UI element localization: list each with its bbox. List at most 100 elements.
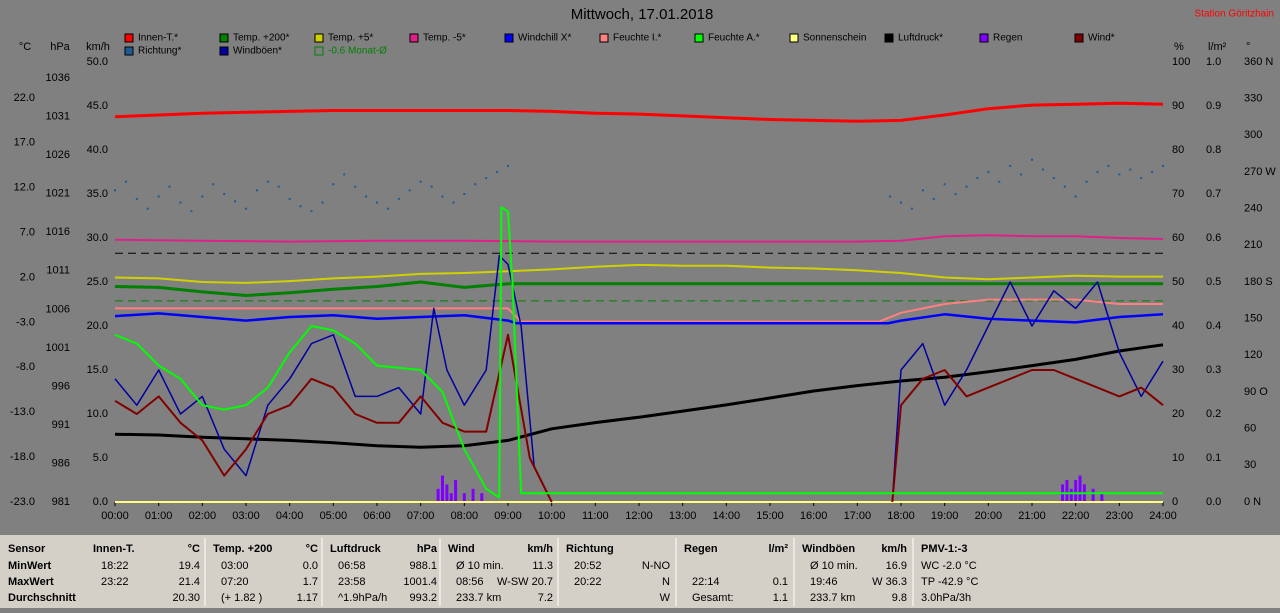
table-cell: 22:14	[692, 576, 720, 588]
table-cell: 19:46	[810, 576, 838, 588]
x-tick-label: 10:00	[538, 510, 566, 522]
x-tick-label: 15:00	[756, 510, 784, 522]
axis-unit: l/m²	[1208, 41, 1227, 53]
rain-bar	[1065, 480, 1069, 502]
legend-label: Temp. -5*	[423, 33, 466, 44]
y-tick-label: 50.0	[87, 56, 108, 68]
direction-dot	[474, 183, 477, 186]
legend-swatch	[599, 33, 609, 43]
table-cell: Ø 10 min.	[810, 560, 858, 572]
x-tick-label: 11:00	[582, 510, 609, 522]
direction-dot	[496, 171, 499, 173]
table-cell: 3.0hPa/3h	[921, 592, 971, 604]
group-title: Luftdruck	[330, 543, 382, 555]
y-tick-label: 1001	[46, 342, 70, 354]
rain-bar	[471, 488, 475, 502]
rain-bar	[1100, 493, 1104, 502]
table-cell: 19.4	[179, 560, 200, 572]
table-cell: Ø 10 min.	[456, 560, 504, 572]
y-tick-label: 10.0	[87, 408, 108, 420]
direction-dot	[124, 180, 127, 183]
y-tick-label: 0	[1172, 496, 1178, 508]
x-tick-label: 22:00	[1062, 510, 1090, 522]
station-name: Station Göritzhain	[1195, 9, 1275, 20]
direction-dot	[168, 185, 171, 188]
group-unit: km/h	[527, 543, 553, 555]
rain-bar	[1074, 480, 1078, 502]
y-tick-label: 30	[1244, 459, 1256, 471]
y-tick-label: 25.0	[87, 276, 108, 288]
y-tick-label: 1.0	[1206, 56, 1221, 68]
y-tick-label: 0.0	[1206, 496, 1221, 508]
direction-dot	[1107, 164, 1110, 167]
legend-swatch	[979, 33, 989, 43]
direction-dot	[146, 207, 149, 210]
y-tick-label: 210	[1244, 239, 1262, 251]
rain-bar	[480, 493, 484, 502]
rain-bar	[441, 475, 444, 502]
legend-swatch	[409, 33, 419, 43]
y-tick-label: 10	[1172, 452, 1184, 464]
direction-dot	[201, 195, 204, 198]
rain-bar	[454, 480, 458, 502]
direction-dot	[921, 189, 924, 192]
legend-swatch	[124, 46, 134, 56]
y-tick-label: 100	[1172, 56, 1190, 68]
table-cell: 0.1	[773, 576, 788, 588]
legend-swatch	[219, 46, 229, 56]
direction-dot	[135, 197, 138, 200]
direction-dot	[1074, 195, 1077, 198]
group-title: Richtung	[566, 543, 614, 555]
table-cell: 07:20	[221, 576, 249, 588]
table-cell: 9.8	[892, 592, 907, 604]
direction-dot	[419, 180, 422, 183]
y-tick-label: 20	[1172, 408, 1184, 420]
legend-label: Feuchte I.*	[613, 33, 661, 44]
y-tick-label: 986	[52, 457, 70, 469]
axis-unit: °C	[19, 41, 31, 53]
legend-swatch	[694, 33, 704, 43]
group-title: Windböen	[802, 543, 855, 555]
y-tick-label: 50	[1172, 276, 1184, 288]
y-tick-label: 0.0	[93, 496, 108, 508]
direction-dot	[234, 200, 237, 203]
y-tick-label: 0.4	[1206, 320, 1221, 332]
table: Sensor MinWert MaxWert Durchschnitt Innen-T.…	[8, 538, 978, 606]
table-cell: 11.3	[532, 560, 553, 572]
direction-dot	[976, 177, 979, 180]
table-cell: TP -42.9 °C	[921, 576, 978, 588]
y-tick-label: 996	[52, 380, 70, 392]
row-label: MinWert	[8, 560, 52, 572]
group-unit: km/h	[881, 543, 907, 555]
table-cell: 7.2	[538, 592, 553, 604]
table-cell: 23:58	[338, 576, 366, 588]
legend-swatch	[504, 33, 514, 43]
y-tick-label: -8.0	[16, 361, 35, 373]
rain-bar	[436, 488, 440, 502]
table-cell: 988.1	[409, 560, 437, 572]
group-title: Wind	[448, 543, 475, 555]
direction-dot	[179, 201, 182, 204]
direction-dot	[245, 207, 247, 210]
table-background	[0, 535, 1280, 608]
direction-dot	[943, 183, 946, 186]
x-tick-label: 19:00	[931, 510, 959, 522]
background	[0, 0, 1280, 535]
legend-label: Innen-T.*	[138, 33, 178, 44]
y-tick-label: 0.9	[1206, 100, 1221, 112]
y-tick-label: 150	[1244, 313, 1262, 325]
y-tick-label: -23.0	[10, 496, 35, 508]
y-tick-label: 0 N	[1244, 496, 1261, 508]
y-tick-label: 1036	[46, 72, 70, 84]
chart-title: Mittwoch, 17.01.2018	[571, 6, 714, 23]
direction-dot	[397, 197, 400, 200]
y-tick-label: 981	[52, 496, 70, 508]
table-cell: (+ 1.82 )	[221, 592, 262, 604]
table-cell: N	[662, 576, 670, 588]
direction-dot	[190, 210, 193, 213]
table-cell: Gesamt:	[692, 592, 734, 604]
rain-bar	[462, 493, 466, 502]
y-tick-label: -13.0	[10, 406, 35, 418]
table-cell: WC -2.0 °C	[921, 560, 977, 572]
